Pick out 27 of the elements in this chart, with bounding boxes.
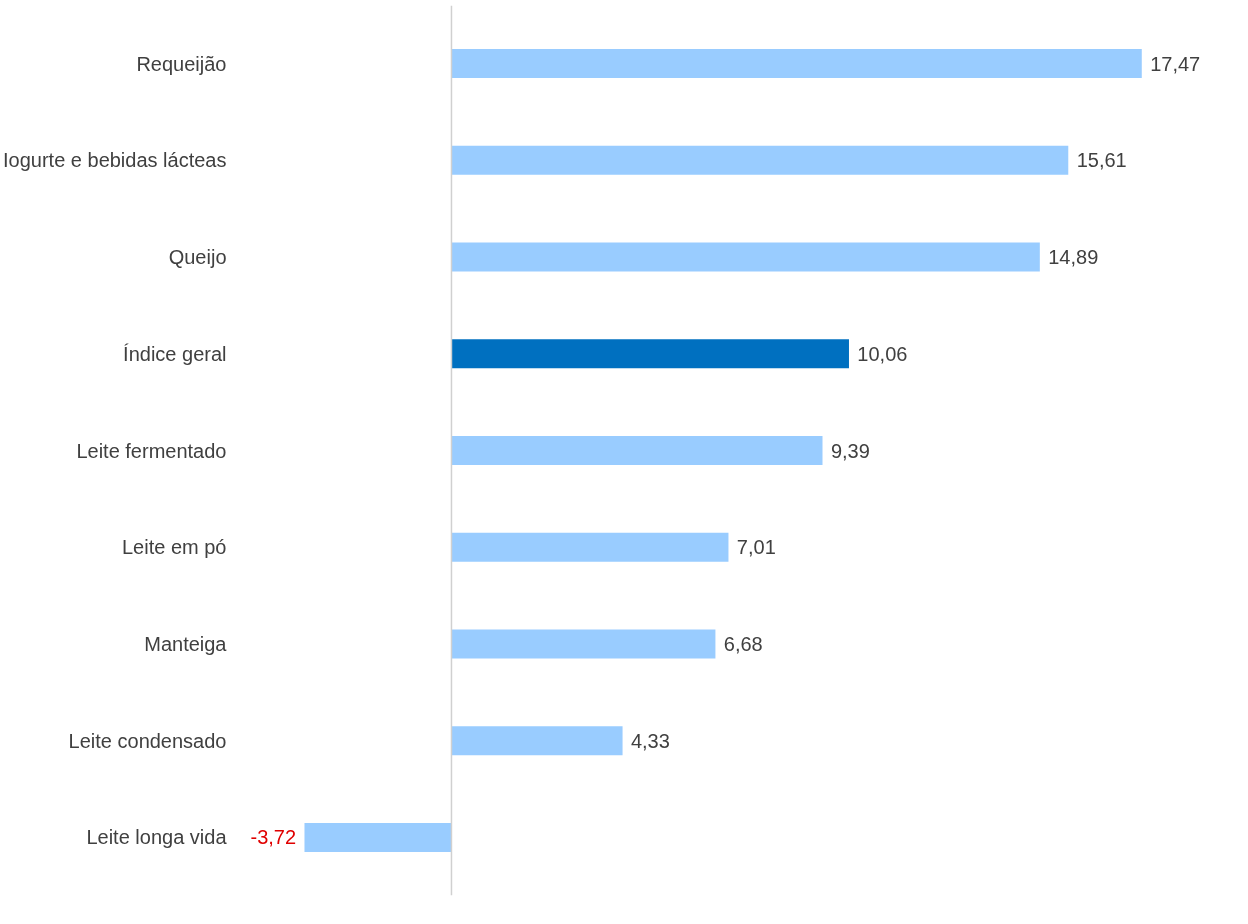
data-label: 17,47 [1150,52,1201,75]
bar [451,145,1069,175]
y-tick-label: Leite em pó [121,536,227,559]
y-tick-label: Manteiga [144,632,228,655]
y-tick-label: Leite fermentado [76,439,227,462]
y-tick-label: Leite longa vida [86,826,228,849]
bar [451,726,623,756]
bar [451,339,849,369]
data-label: -3,72 [250,826,297,849]
data-label: 10,06 [857,342,908,365]
y-tick-label: Queijo [168,246,227,269]
data-label: 4,33 [630,729,670,752]
bar [304,822,452,852]
bar [451,532,729,562]
bar [451,242,1040,272]
data-label: 6,68 [723,632,763,655]
data-label: 14,89 [1048,246,1099,269]
y-tick-label: Iogurte e bebidas lácteas [3,149,227,172]
data-label: 15,61 [1076,149,1127,172]
y-tick-label: Requeijão [136,52,227,75]
y-tick-label: Leite condensado [68,729,227,752]
data-label: 7,01 [736,536,776,559]
bar [451,629,716,659]
bar [451,435,823,466]
data-label: 9,39 [830,439,870,462]
y-tick-label: Índice geral [123,342,227,365]
bar [451,49,1142,79]
